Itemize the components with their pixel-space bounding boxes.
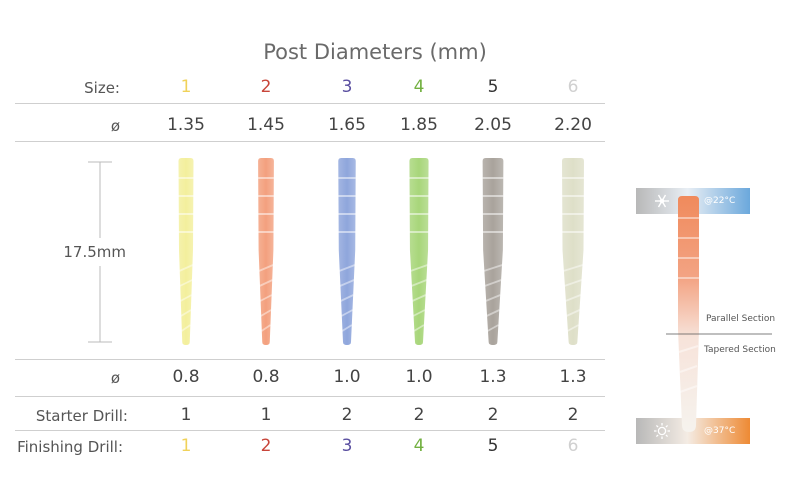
post-spiral-groove	[564, 279, 582, 287]
post-spiral-groove	[410, 264, 428, 272]
cell-top-diameter-4: 1.85	[400, 115, 438, 135]
separator-1	[15, 103, 605, 104]
cell-top-diameter-5: 2.05	[474, 115, 512, 135]
warm-temperature-label: @37°C	[704, 426, 736, 436]
post-5	[482, 158, 504, 345]
cell-starter-3: 2	[341, 405, 353, 425]
separator-3	[15, 359, 605, 360]
finishing-drill-row-label: Finishing Drill:	[17, 438, 123, 456]
post-spiral-groove	[178, 264, 194, 272]
cell-starter-6: 2	[567, 405, 579, 425]
cell-finishing-5: 5	[487, 436, 499, 456]
cell-starter-1: 1	[180, 405, 192, 425]
post-spiral-groove	[487, 324, 499, 332]
cell-bottom-diameter-2: 0.8	[252, 367, 280, 387]
post-spiral-groove	[411, 279, 427, 287]
cell-size-2: 2	[260, 77, 272, 97]
post-spiral-groove	[260, 324, 272, 332]
size-row-label: Size:	[84, 79, 120, 97]
cell-finishing-6: 6	[567, 436, 579, 456]
post-spiral-groove	[411, 294, 427, 302]
snowflake-icon	[655, 194, 669, 208]
post-spiral-groove	[341, 324, 353, 332]
length-label: 17.5mm	[63, 243, 126, 261]
post-3	[338, 158, 356, 345]
post-spiral-groove	[181, 324, 191, 332]
post-spiral-groove	[567, 324, 579, 332]
post-spiral-groove	[340, 309, 354, 317]
cell-size-1: 1	[180, 77, 192, 97]
cell-starter-5: 2	[487, 405, 499, 425]
cell-size-6: 6	[567, 77, 579, 97]
cell-starter-2: 1	[260, 405, 272, 425]
side-post	[678, 196, 699, 432]
post-spiral-groove	[412, 309, 426, 317]
post-6	[562, 158, 584, 345]
post-spiral-groove	[562, 264, 584, 272]
post-spiral-groove	[566, 309, 580, 317]
cell-finishing-2: 2	[260, 436, 272, 456]
cell-bottom-diameter-1: 0.8	[172, 367, 200, 387]
cell-size-3: 3	[341, 77, 353, 97]
separator-5	[15, 430, 605, 431]
page-title: Post Diameters (mm)	[263, 40, 487, 64]
post-spiral-groove	[180, 309, 192, 317]
cell-top-diameter-6: 2.20	[554, 115, 592, 135]
post-spiral-groove	[485, 294, 501, 302]
cell-bottom-diameter-5: 1.3	[479, 367, 507, 387]
post-spiral-groove	[259, 294, 273, 302]
parallel-section-label: Parallel Section	[706, 314, 776, 324]
sun-icon	[654, 423, 670, 439]
post-1	[178, 158, 194, 345]
cell-finishing-3: 3	[341, 436, 353, 456]
cell-top-diameter-2: 1.45	[247, 115, 285, 135]
separator-4	[15, 396, 605, 397]
cell-starter-4: 2	[413, 405, 425, 425]
post-spiral-groove	[413, 324, 425, 332]
post-spiral-groove	[486, 309, 500, 317]
post-spiral-groove	[258, 264, 274, 272]
cold-temperature-label: @22°C	[704, 196, 736, 206]
tapered-section-label: Tapered Section	[704, 345, 776, 355]
post-spiral-groove	[260, 309, 272, 317]
post-2	[258, 158, 274, 345]
bottom-diameter-row-label: ø	[110, 369, 120, 387]
post-spiral-groove	[338, 264, 356, 272]
cell-finishing-4: 4	[413, 436, 425, 456]
post-spiral-groove	[259, 279, 273, 287]
starter-drill-row-label: Starter Drill:	[35, 407, 128, 425]
post-spiral-groove	[339, 279, 355, 287]
post-spiral-groove	[565, 294, 581, 302]
cell-size-4: 4	[413, 77, 425, 97]
cell-bottom-diameter-4: 1.0	[405, 367, 433, 387]
cell-finishing-1: 1	[180, 436, 192, 456]
top-diameter-row-label: ø	[110, 117, 120, 135]
post-spiral-groove	[340, 294, 354, 302]
post-spiral-groove	[179, 294, 193, 302]
post-spiral-groove	[483, 264, 503, 272]
cell-bottom-diameter-6: 1.3	[559, 367, 587, 387]
cell-bottom-diameter-3: 1.0	[333, 367, 361, 387]
separator-2	[15, 141, 605, 142]
cell-top-diameter-3: 1.65	[328, 115, 366, 135]
cell-top-diameter-1: 1.35	[167, 115, 205, 135]
cell-size-5: 5	[487, 77, 499, 97]
post-4	[409, 158, 429, 345]
post-spiral-groove	[179, 279, 193, 287]
post-spiral-groove	[484, 279, 502, 287]
